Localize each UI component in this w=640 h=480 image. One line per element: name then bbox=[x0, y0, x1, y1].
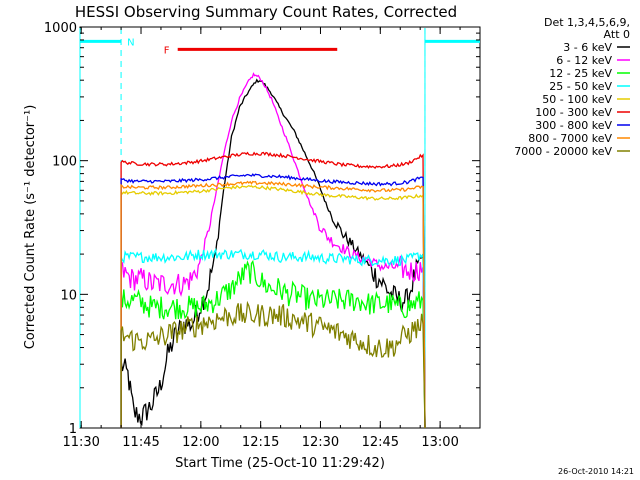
legend-item-label: 12 - 25 keV bbox=[549, 67, 612, 80]
y-tick-label: 1 bbox=[69, 422, 77, 437]
series-line-4 bbox=[120, 248, 426, 429]
y-tick-label: 10 bbox=[60, 288, 77, 303]
chart-title: HESSI Observing Summary Count Rates, Cor… bbox=[75, 3, 457, 21]
series-line-5 bbox=[120, 184, 426, 429]
legend-item-label: 7000 - 20000 keV bbox=[514, 145, 612, 158]
legend-header-line-2: Att 0 bbox=[604, 28, 630, 41]
flare-label: F bbox=[164, 45, 170, 56]
x-tick-label: 12:15 bbox=[242, 435, 279, 450]
legend-item-label: 100 - 300 keV bbox=[535, 106, 612, 119]
legend-item-label: 800 - 7000 keV bbox=[528, 132, 612, 145]
series-lines bbox=[120, 72, 426, 429]
legend-item-label: 6 - 12 keV bbox=[556, 54, 612, 67]
axes: 11:30 11:45 12:00 12:15 12:30 12:45 13:00 1 10 10… bbox=[44, 21, 481, 450]
series-line-6 bbox=[120, 151, 426, 429]
legend-item-label: 50 - 100 keV bbox=[542, 93, 612, 106]
legend-header-line-1: Det 1,3,4,5,6,9, bbox=[544, 16, 630, 29]
series-line-1 bbox=[120, 78, 426, 429]
x-tick-label: 13:00 bbox=[421, 435, 458, 450]
x-tick-label: 11:30 bbox=[62, 435, 99, 450]
y-tick-label: 1000 bbox=[44, 21, 77, 36]
plot-area bbox=[79, 26, 481, 429]
series-line-7 bbox=[120, 173, 426, 429]
legend-item-label: 3 - 6 keV bbox=[563, 41, 612, 54]
x-tick-label: 11:45 bbox=[122, 435, 159, 450]
legend-item-label: 300 - 800 keV bbox=[535, 119, 612, 132]
plot-frame bbox=[79, 26, 481, 429]
x-tick-label: 12:00 bbox=[182, 435, 219, 450]
x-axis-label: Start Time (25-Oct-10 11:29:42) bbox=[175, 456, 385, 471]
footer-timestamp: 26-Oct-2010 14:21 bbox=[558, 467, 634, 476]
legend-item-label: 25 - 50 keV bbox=[549, 80, 612, 93]
series-line-2 bbox=[120, 72, 426, 429]
x-tick-label: 12:45 bbox=[362, 435, 399, 450]
x-tick-label: 12:30 bbox=[302, 435, 339, 450]
series-line-8 bbox=[120, 180, 426, 429]
y-tick-label: 100 bbox=[52, 155, 77, 170]
series-line-3 bbox=[120, 259, 426, 429]
night-label: N bbox=[127, 37, 134, 48]
y-axis-label: Corrected Count Rate (s⁻¹ detector⁻¹) bbox=[23, 105, 38, 350]
series-line-9 bbox=[120, 300, 426, 429]
